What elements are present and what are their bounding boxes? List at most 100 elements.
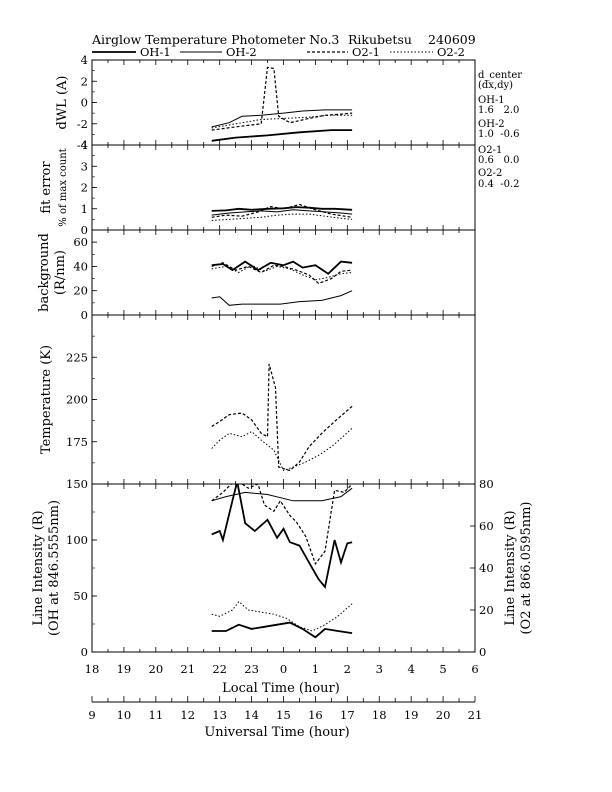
y-right-tick-label: 40 <box>479 561 494 575</box>
y-axis-label: Line Intensity (R) <box>31 510 46 625</box>
date-label: 240609 <box>428 32 476 47</box>
y-tick-label: 3 <box>81 159 88 173</box>
y-tick-label: 0 <box>81 308 88 322</box>
d-center-annotation: d_center (dx,dy) OH-11.6 2.0 OH-21.0 -0.6… <box>478 70 522 190</box>
universal-time-tick-label: 17 <box>340 708 355 722</box>
y-tick-label: 50 <box>73 589 88 603</box>
universal-time-tick-label: 9 <box>88 708 95 722</box>
legend-label-oh-2: OH-2 <box>226 45 257 59</box>
y-tick-label: 2 <box>81 181 88 195</box>
d-center-name-o2-1: O2-1 <box>478 145 502 156</box>
d-center-value-o2-1: 0.6 0.0 <box>478 155 519 166</box>
panel-1: -4 -2 0 2 4 dWL (A) <box>55 53 476 152</box>
y-axis-label: % of max count <box>58 148 69 226</box>
panel-frame <box>91 59 476 146</box>
universal-time-axis: 9 10 11 12 13 14 15 16 17 18 19 20 21 <box>88 696 482 722</box>
y-right-axis-label: Line Intensity (R) <box>503 510 518 625</box>
series-oh-2 <box>211 209 353 216</box>
universal-time-label: Universal Time (hour) <box>204 725 349 740</box>
universal-time-tick-label: 18 <box>372 708 387 722</box>
y-tick-label: 40 <box>73 259 88 273</box>
local-time-tick-label: 19 <box>117 662 132 676</box>
figure-title: Airglow Temperature Photometer No.3 <box>91 32 339 47</box>
y-tick-label: 100 <box>66 533 88 547</box>
series-oh-1-left <box>211 484 353 590</box>
y-axis-label: (OH at 846.5555nm) <box>47 500 62 636</box>
y-axis-label: (R/nm) <box>53 250 68 295</box>
series-oh-2 <box>211 290 353 306</box>
panel-4: 175 200 225 Temperature (K) <box>39 314 476 485</box>
panel-stack: -4 -2 0 2 4 dWL (A) 0 1 2 3 4 fit error % of max cou… <box>31 53 534 659</box>
y-tick-label: 150 <box>66 477 88 491</box>
d-center-subtitle: (dx,dy) <box>478 80 513 91</box>
series-oh-1 <box>211 206 353 212</box>
y-right-tick-label: 0 <box>479 645 486 659</box>
legend-label-o2-2: O2-2 <box>437 45 465 59</box>
local-time-tick-label: 20 <box>149 662 164 676</box>
universal-time-tick-label: 13 <box>212 708 227 722</box>
y-tick-label: 2 <box>81 74 88 88</box>
local-time-tick-label: 2 <box>344 662 351 676</box>
y-axis-label: Temperature (K) <box>39 345 54 454</box>
local-time-axis: 18 19 20 21 22 23 0 1 2 3 4 5 6 <box>85 662 479 676</box>
y-right-axis-label: (O2 at 866.0595nm) <box>519 501 534 634</box>
y-axis-label: dWL (A) <box>55 76 70 130</box>
local-time-tick-label: 3 <box>376 662 383 676</box>
universal-time-tick-label: 14 <box>244 708 259 722</box>
panel-frame <box>91 144 476 231</box>
panel-frame <box>91 229 476 316</box>
d-center-name-oh-2: OH-2 <box>478 119 505 130</box>
panel-2: 0 1 2 3 4 fit error % of max count <box>39 138 476 237</box>
y-tick-label: 200 <box>66 393 88 407</box>
panel-3: 0 20 40 60 background (R/nm) <box>37 229 476 322</box>
series-oh-1 <box>211 260 353 275</box>
y-right-tick-label: 60 <box>479 519 494 533</box>
station-name: Rikubetsu <box>348 32 412 47</box>
universal-time-tick-label: 16 <box>308 708 323 722</box>
universal-time-tick-label: 20 <box>436 708 451 722</box>
series-o2-2-right <box>211 600 353 632</box>
y-tick-label: 20 <box>73 284 88 298</box>
series-o2-2 <box>211 264 353 281</box>
series-o2-2 <box>211 114 353 129</box>
universal-time-tick-label: 12 <box>180 708 195 722</box>
local-time-label: Local Time (hour) <box>222 681 340 696</box>
panel-frame <box>91 483 476 653</box>
d-center-name-o2-2: O2-2 <box>478 168 502 179</box>
series-oh-2-right <box>211 487 353 502</box>
d-center-value-o2-2: 0.4 -0.2 <box>478 179 520 190</box>
series-o2-1 <box>211 363 353 472</box>
series-oh-2 <box>211 109 353 128</box>
d-center-name-oh-1: OH-1 <box>478 95 505 106</box>
y-tick-label: 4 <box>81 53 88 67</box>
y-tick-label: 4 <box>81 138 88 152</box>
local-time-tick-label: 4 <box>408 662 415 676</box>
y-tick-label: -2 <box>77 117 88 131</box>
series-o2-1 <box>211 262 353 285</box>
universal-time-tick-label: 21 <box>468 708 483 722</box>
universal-time-tick-label: 10 <box>117 708 132 722</box>
series-o2-1 <box>211 203 353 218</box>
d-center-title: d_center <box>478 70 522 81</box>
local-time-tick-label: 22 <box>212 662 227 676</box>
series-oh-1 <box>211 129 353 142</box>
legend-label-o2-1: O2-1 <box>352 45 380 59</box>
series-o2-2 <box>211 213 353 221</box>
y-tick-label: 0 <box>81 96 88 110</box>
y-tick-label: 1 <box>81 202 88 216</box>
y-tick-label: 225 <box>66 350 88 364</box>
y-tick-label: 0 <box>81 645 88 659</box>
local-time-tick-label: 21 <box>180 662 195 676</box>
d-center-value-oh-2: 1.0 -0.6 <box>478 129 520 140</box>
y-axis-label: fit error <box>39 161 54 214</box>
legend-label-oh-1: OH-1 <box>140 45 171 59</box>
local-time-tick-label: 5 <box>439 662 446 676</box>
universal-time-tick-label: 11 <box>149 708 164 722</box>
y-tick-label: 175 <box>66 435 88 449</box>
local-time-tick-label: 1 <box>312 662 319 676</box>
y-axis-label: background <box>37 233 52 312</box>
y-tick-label: -4 <box>77 138 88 152</box>
